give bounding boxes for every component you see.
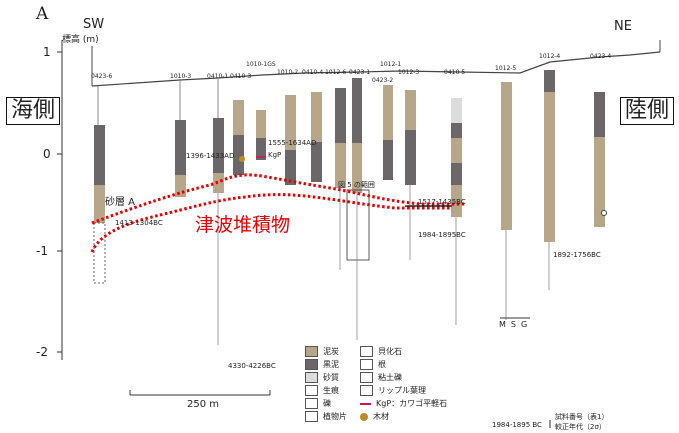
- core-id: 0410-5: [444, 69, 466, 76]
- age-label: 1984-1895BC: [418, 231, 466, 239]
- core-0410-3: [233, 100, 245, 175]
- age-label: 1413-1304BC: [115, 219, 163, 227]
- legend-gravel: 礫: [305, 398, 331, 409]
- core-0410-5: [451, 98, 462, 325]
- core-id: 1010-2: [277, 69, 299, 76]
- legend-example-age: 1984-1895 BC: [492, 421, 542, 429]
- legend-kgp-pumice: KgP：カワゴ平軽石: [360, 398, 447, 409]
- core-id: 1010-3: [170, 73, 192, 80]
- sea-side-label: 海側: [6, 97, 61, 126]
- legend-ripple-lamination: リップル葉理: [360, 385, 426, 396]
- figure5-range-label: 図 5 の範囲: [338, 181, 375, 189]
- core-id: 1012-3: [398, 69, 420, 76]
- tsunami-lower-boundary: [90, 193, 452, 253]
- scale-bar-label: 250 m: [187, 399, 220, 410]
- age-label: 1555-1634AD: [268, 139, 317, 147]
- core-id: 0410-4: [302, 69, 324, 76]
- core-1012-6: [335, 88, 346, 270]
- core-1012-4: [544, 70, 555, 290]
- age-label: 4330-4226BC: [228, 362, 276, 370]
- core-1012-5: [501, 82, 512, 320]
- age-label: KgP: [268, 151, 282, 159]
- direction-ne: NE: [614, 19, 632, 34]
- panel-letter: A: [36, 4, 49, 24]
- legend-root: 根: [360, 359, 386, 370]
- core-1010-2: [285, 95, 296, 185]
- legend-trace-fossil: 生痕: [305, 385, 339, 396]
- core-id: 0410-1: [207, 73, 229, 80]
- y-tick-label: -2: [36, 345, 48, 359]
- core-0423-6: [93, 86, 106, 284]
- core-id: 1012-6: [325, 69, 347, 76]
- core-id: 0423-2: [372, 77, 394, 84]
- tsunami-upper-boundary: [91, 173, 465, 225]
- legend-plant-fragment: 植物片: [305, 411, 347, 422]
- core-id: 0410-3: [230, 73, 252, 80]
- age-label: 1396-1433AD: [186, 152, 235, 160]
- core-id: 1012-4: [539, 53, 561, 60]
- age-label: 1892-1756BC: [553, 251, 601, 259]
- legend-clay-gravel: 粘土礫: [360, 372, 402, 383]
- age-label: 1517-1435BC: [418, 198, 466, 206]
- legend-black-mud: 黒泥: [305, 359, 339, 370]
- sand-layer-a-label: 砂層 A: [105, 197, 136, 208]
- y-tick-label: 1: [43, 45, 51, 59]
- core-id: 1012-1: [380, 61, 402, 68]
- elevation-axis-label: 標高 (m): [62, 35, 99, 45]
- legend-shell-fossil: 貝化石: [360, 346, 402, 357]
- core-1012-1: [383, 85, 393, 180]
- legend-wood: 木材: [360, 411, 389, 422]
- direction-sw: SW: [83, 17, 105, 32]
- core-0423-4: [594, 92, 607, 227]
- core-0423-1: [346, 78, 370, 340]
- core-1010-1GS: [256, 110, 266, 160]
- core-id: 0423-4: [590, 53, 612, 60]
- land-side-label: 陸側: [620, 97, 675, 126]
- tsunami-deposit-label: 津波堆積物: [195, 214, 291, 236]
- core-0410-1: [213, 78, 224, 345]
- core-id: 1010-1GS: [246, 61, 276, 68]
- core-1012-3: [405, 90, 416, 260]
- core-id: 0423-6: [91, 73, 113, 80]
- legend-peat: 泥炭: [305, 346, 339, 357]
- core-id: 1012-5: [495, 65, 517, 72]
- legend-sample-number-note: 試料番号（表1）: [555, 413, 609, 421]
- grain-scale-labels: MSG: [499, 320, 533, 329]
- core-id: 0423-1: [349, 69, 371, 76]
- core-1010-3: [175, 80, 186, 197]
- legend-sandy: 砂質: [305, 372, 339, 383]
- core-0410-4: [311, 92, 322, 182]
- y-tick-label: -1: [36, 244, 48, 258]
- figure5-range-box: [346, 189, 370, 261]
- legend-calibrated-age-note: 較正年代（2σ）: [555, 423, 606, 431]
- y-tick-label: 0: [43, 147, 51, 161]
